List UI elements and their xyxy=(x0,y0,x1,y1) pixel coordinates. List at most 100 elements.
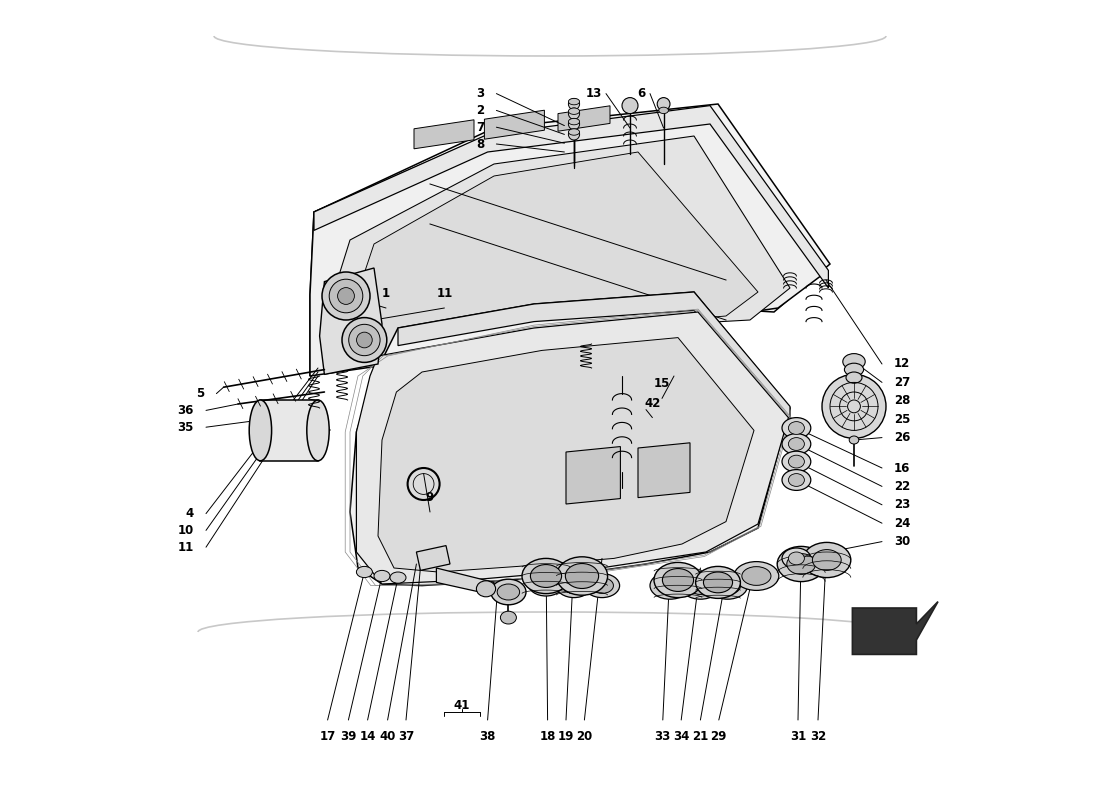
Ellipse shape xyxy=(342,318,387,362)
Polygon shape xyxy=(638,443,690,498)
Ellipse shape xyxy=(557,557,607,595)
Ellipse shape xyxy=(695,566,740,598)
Text: 5: 5 xyxy=(196,387,205,400)
Polygon shape xyxy=(310,108,826,376)
Ellipse shape xyxy=(657,98,670,110)
Polygon shape xyxy=(354,152,758,364)
Text: 21: 21 xyxy=(692,730,708,742)
Polygon shape xyxy=(417,546,450,570)
Ellipse shape xyxy=(654,562,702,598)
Polygon shape xyxy=(350,292,790,586)
Ellipse shape xyxy=(782,418,811,438)
Ellipse shape xyxy=(621,98,638,114)
Polygon shape xyxy=(378,338,754,572)
Ellipse shape xyxy=(650,572,690,599)
Ellipse shape xyxy=(657,577,683,594)
Ellipse shape xyxy=(530,565,562,587)
Text: 14: 14 xyxy=(360,730,376,742)
Polygon shape xyxy=(558,106,611,131)
Ellipse shape xyxy=(703,572,733,593)
Text: 13: 13 xyxy=(585,87,602,100)
Ellipse shape xyxy=(707,572,748,599)
Text: 12: 12 xyxy=(894,358,911,370)
Text: 6: 6 xyxy=(638,87,646,100)
Ellipse shape xyxy=(535,576,558,592)
Ellipse shape xyxy=(584,574,619,598)
Ellipse shape xyxy=(322,272,370,320)
Text: 4: 4 xyxy=(186,507,194,520)
Ellipse shape xyxy=(662,569,694,591)
Ellipse shape xyxy=(782,548,811,569)
Text: 31: 31 xyxy=(790,730,806,742)
Text: 37: 37 xyxy=(398,730,414,742)
Ellipse shape xyxy=(497,584,519,600)
Ellipse shape xyxy=(786,554,815,574)
Ellipse shape xyxy=(782,434,811,454)
Text: 20: 20 xyxy=(576,730,593,742)
Ellipse shape xyxy=(569,108,580,119)
Text: 11: 11 xyxy=(178,541,194,554)
Ellipse shape xyxy=(803,542,850,578)
Text: 33: 33 xyxy=(654,730,671,742)
Text: 29: 29 xyxy=(711,730,727,742)
Text: 3: 3 xyxy=(476,87,484,100)
Ellipse shape xyxy=(789,455,804,468)
Ellipse shape xyxy=(569,118,580,130)
Ellipse shape xyxy=(329,279,363,313)
Ellipse shape xyxy=(789,438,804,450)
Polygon shape xyxy=(398,292,790,424)
Polygon shape xyxy=(261,400,318,461)
Text: 1: 1 xyxy=(382,287,390,300)
Ellipse shape xyxy=(557,574,592,598)
Text: 36: 36 xyxy=(177,404,194,417)
Ellipse shape xyxy=(845,363,864,376)
Text: 39: 39 xyxy=(340,730,356,742)
Ellipse shape xyxy=(356,566,373,578)
Text: eurospares: eurospares xyxy=(375,265,725,319)
Polygon shape xyxy=(314,106,828,288)
Text: 8: 8 xyxy=(476,138,484,150)
Text: 30: 30 xyxy=(894,535,911,548)
Ellipse shape xyxy=(569,129,580,140)
Ellipse shape xyxy=(500,611,516,624)
Text: 40: 40 xyxy=(379,730,396,742)
Polygon shape xyxy=(320,268,382,374)
Ellipse shape xyxy=(565,563,598,589)
Ellipse shape xyxy=(390,572,406,583)
Text: 15: 15 xyxy=(653,378,670,390)
Ellipse shape xyxy=(782,451,811,472)
Text: 24: 24 xyxy=(894,517,911,530)
Text: 9: 9 xyxy=(426,491,434,504)
Text: 42: 42 xyxy=(645,397,661,410)
Text: eurospares: eurospares xyxy=(375,485,725,539)
Ellipse shape xyxy=(789,474,804,486)
Polygon shape xyxy=(566,446,620,504)
Ellipse shape xyxy=(250,400,272,461)
Text: 23: 23 xyxy=(894,498,911,511)
Text: 17: 17 xyxy=(319,730,336,742)
Ellipse shape xyxy=(778,546,825,582)
Ellipse shape xyxy=(813,550,842,570)
Text: 28: 28 xyxy=(894,394,911,407)
Text: 22: 22 xyxy=(894,480,911,493)
Text: 26: 26 xyxy=(894,431,911,444)
Ellipse shape xyxy=(822,374,886,438)
Ellipse shape xyxy=(569,129,580,135)
Ellipse shape xyxy=(681,572,720,599)
Ellipse shape xyxy=(374,570,390,582)
Ellipse shape xyxy=(491,579,526,605)
Text: 19: 19 xyxy=(558,730,574,742)
Ellipse shape xyxy=(476,581,496,597)
Ellipse shape xyxy=(569,98,580,110)
Text: 41: 41 xyxy=(454,699,470,712)
Polygon shape xyxy=(310,104,830,376)
Ellipse shape xyxy=(569,98,580,105)
Text: 25: 25 xyxy=(894,413,911,426)
Ellipse shape xyxy=(591,578,614,594)
Polygon shape xyxy=(484,110,544,139)
Text: 10: 10 xyxy=(178,524,194,537)
Ellipse shape xyxy=(569,118,580,125)
Ellipse shape xyxy=(659,107,669,114)
Ellipse shape xyxy=(734,562,779,590)
Text: 38: 38 xyxy=(480,730,496,742)
